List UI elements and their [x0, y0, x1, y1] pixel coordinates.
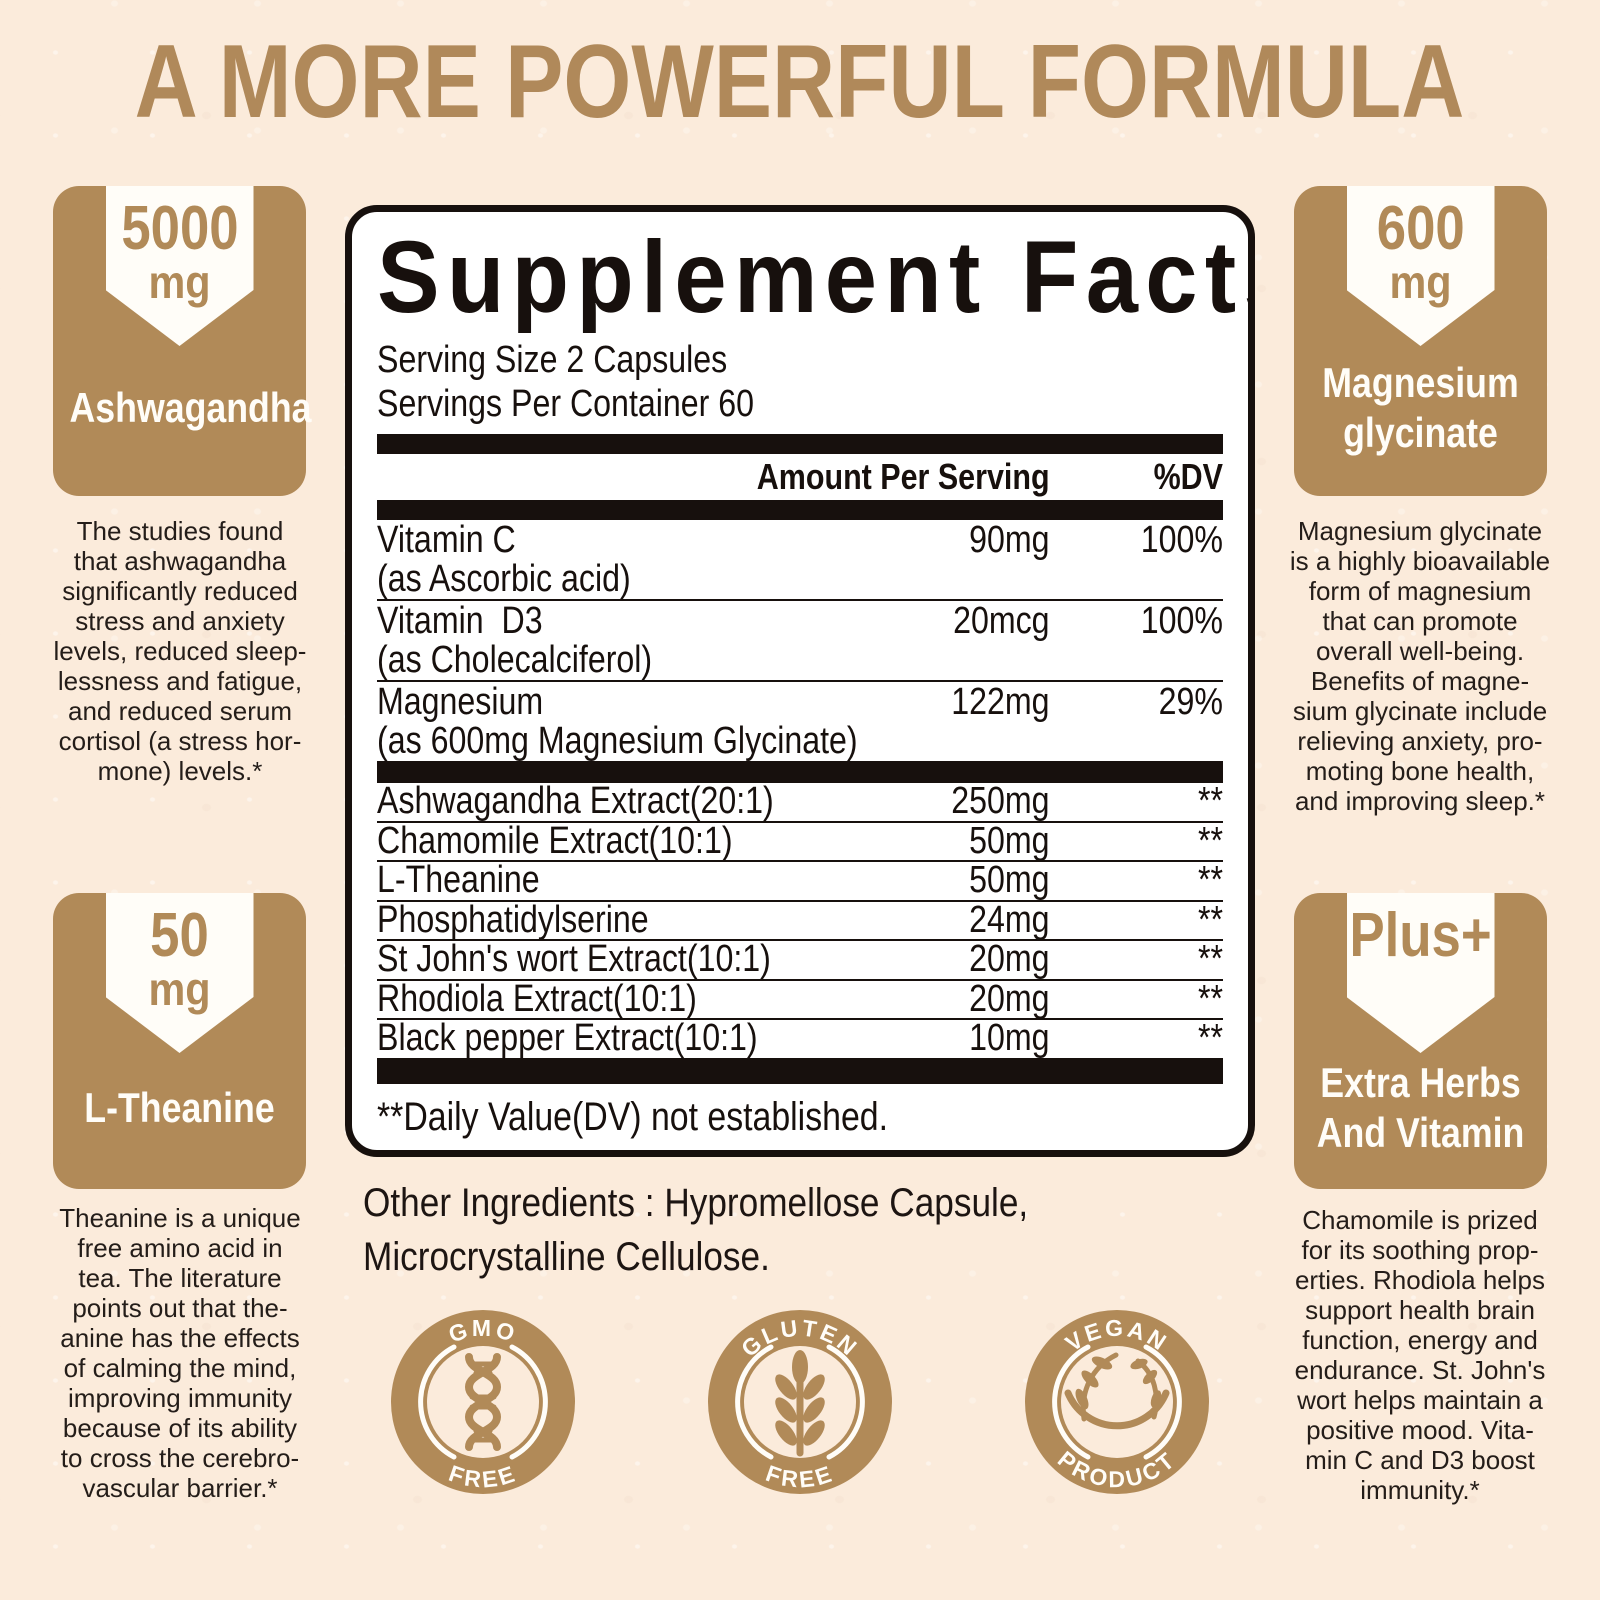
card-label: L-Theanine — [84, 1084, 275, 1132]
dose-value: 5000 — [120, 194, 239, 263]
dose-value: Plus+ — [1349, 901, 1492, 970]
nutrient-amount: 20mcg — [953, 600, 1050, 642]
seal-gluten-free: GLUTEN FREE — [708, 1310, 892, 1494]
serving-size: Serving Size 2 Capsules — [377, 339, 728, 381]
card-label: Ashwagandha — [69, 384, 312, 432]
nutrient-name: Vitamin C — [377, 519, 516, 561]
nutrient-dv: ** — [1197, 898, 1223, 941]
nutrient-row-chamomile-extract: Chamomile Extract(10:1) 50mg ** — [377, 819, 1223, 862]
nutrient-amount: 50mg — [969, 819, 1050, 862]
dna-icon — [464, 1353, 502, 1451]
card-theanine: 50 mg L-Theanine — [53, 893, 306, 1189]
column-headers: Amount Per Serving %DV — [377, 454, 1223, 500]
nutrient-row-rhodiola-extract: Rhodiola Extract(10:1) 20mg ** — [377, 977, 1223, 1020]
nutrient-dv: ** — [1197, 819, 1223, 862]
nutrient-amount: 250mg — [951, 780, 1050, 823]
nutrient-name: Magnesium — [377, 681, 544, 723]
card-label: Extra Herbs And Vitamin — [1316, 1059, 1525, 1156]
column-header-dv: %DV — [1153, 456, 1223, 497]
nutrient-source: (as Cholecalciferol) — [377, 639, 653, 681]
nutrient-row-l-theanine: L-Theanine 50mg ** — [377, 859, 1223, 902]
nutrient-name: Chamomile Extract(10:1) — [377, 819, 733, 862]
nutrient-name: Phosphatidylserine — [377, 898, 649, 941]
nutrient-row-black-pepper: Black pepper Extract(10:1) 10mg ** — [377, 1017, 1223, 1060]
card-ashwagandha: 5000 mg Ashwagandha — [53, 186, 312, 496]
card-description-theanine: Theanine is a unique free amino acid in … — [59, 1203, 301, 1503]
nutrient-name: L-Theanine — [377, 859, 540, 902]
dose-ribbon: 5000 mg — [105, 186, 254, 346]
facts-title: Supplement Facts — [377, 220, 1255, 334]
nutrient-source: (as Ascorbic acid) — [377, 558, 631, 600]
dose-ribbon: 600 mg — [1346, 186, 1495, 346]
nutrient-name: St John's wort Extract(10:1) — [377, 938, 771, 981]
column-header-amount: Amount Per Serving — [756, 456, 1050, 497]
seal-vegan-product: VEGAN PRODUCT — [1025, 1310, 1209, 1494]
nutrient-dv: ** — [1197, 977, 1223, 1020]
divider-bar — [377, 500, 1223, 520]
facts-footnote: **Daily Value(DV) not established. — [377, 1094, 888, 1139]
nutrient-amount: 24mg — [969, 898, 1050, 941]
nutrient-dv: ** — [1197, 938, 1223, 981]
supplement-facts-panel: Supplement Facts Serving Size 2 Capsules… — [345, 205, 1255, 1157]
wheat-icon — [775, 1350, 825, 1457]
nutrient-name: Black pepper Extract(10:1) — [377, 1017, 758, 1060]
nutrient-row-phosphatidylserine: Phosphatidylserine 24mg ** — [377, 898, 1223, 941]
nutrient-amount: 90mg — [969, 519, 1050, 561]
card-magnesium: 600 mg Magnesium glycinate — [1294, 186, 1547, 496]
card-plus-extra: Plus+ Extra Herbs And Vitamin — [1294, 893, 1547, 1189]
nutrient-name: Rhodiola Extract(10:1) — [377, 977, 697, 1020]
card-description-ashwagandha: The studies found that ashwagandha signi… — [53, 516, 307, 786]
nutrient-row-st-johns-wort: St John's wort Extract(10:1) 20mg ** — [377, 938, 1223, 981]
nutrient-name: Vitamin D3 — [377, 600, 543, 642]
nutrient-amount: 50mg — [969, 859, 1050, 902]
nutrient-row-vitamin-c: Vitamin C 90mg 100% (as Ascorbic acid) — [377, 520, 1223, 601]
page-title-text: A MORE POWERFUL FORMULA — [135, 24, 1465, 140]
nutrient-amount: 20mg — [969, 977, 1050, 1020]
seal-gmo-free: GMO FREE — [391, 1310, 575, 1494]
nutrient-dv: 100% — [1140, 600, 1223, 642]
nutrient-amount: 122mg — [951, 681, 1050, 723]
leaf-icon — [1064, 1352, 1170, 1430]
nutrient-dv: 29% — [1158, 681, 1223, 723]
nutrient-dv: 100% — [1140, 519, 1223, 561]
divider-bar — [377, 1057, 1223, 1084]
nutrient-name: Ashwagandha Extract(20:1) — [377, 780, 774, 823]
dose-unit: mg — [148, 962, 211, 1015]
card-description-magnesium: Magnesium glycinate is a highly bioavail… — [1289, 516, 1551, 816]
dose-value: 50 — [150, 901, 209, 970]
other-ingredients: Other Ingredients : Hypromellose Capsule… — [363, 1181, 1029, 1279]
nutrient-source: (as 600mg Magnesium Glycinate) — [377, 720, 858, 762]
servings-per-container: Servings Per Container 60 — [377, 383, 755, 425]
nutrient-dv: ** — [1197, 859, 1223, 902]
dose-unit: mg — [1389, 255, 1452, 308]
page-title: A MORE POWERFUL FORMULA — [0, 30, 1600, 134]
nutrient-dv: ** — [1197, 780, 1223, 823]
nutrient-row-magnesium: Magnesium 122mg 29% (as 600mg Magnesium … — [377, 682, 1223, 761]
dose-ribbon: Plus+ — [1346, 893, 1495, 1053]
dose-unit: mg — [148, 255, 211, 308]
dose-value: 600 — [1376, 194, 1465, 263]
card-label: Magnesium glycinate — [1322, 359, 1519, 456]
divider-bar — [377, 434, 1223, 454]
nutrient-dv: ** — [1197, 1017, 1223, 1060]
divider-bar — [377, 761, 1223, 783]
nutrient-row-ashwagandha-extract: Ashwagandha Extract(20:1) 250mg ** — [377, 780, 1223, 823]
nutrient-row-vitamin-d3: Vitamin D3 20mcg 100% (as Cholecalcifero… — [377, 601, 1223, 682]
dose-ribbon: 50 mg — [105, 893, 254, 1053]
card-description-plus: Chamomile is prized for its soothing pro… — [1294, 1205, 1546, 1505]
nutrient-amount: 10mg — [969, 1017, 1050, 1060]
nutrient-amount: 20mg — [969, 938, 1050, 981]
